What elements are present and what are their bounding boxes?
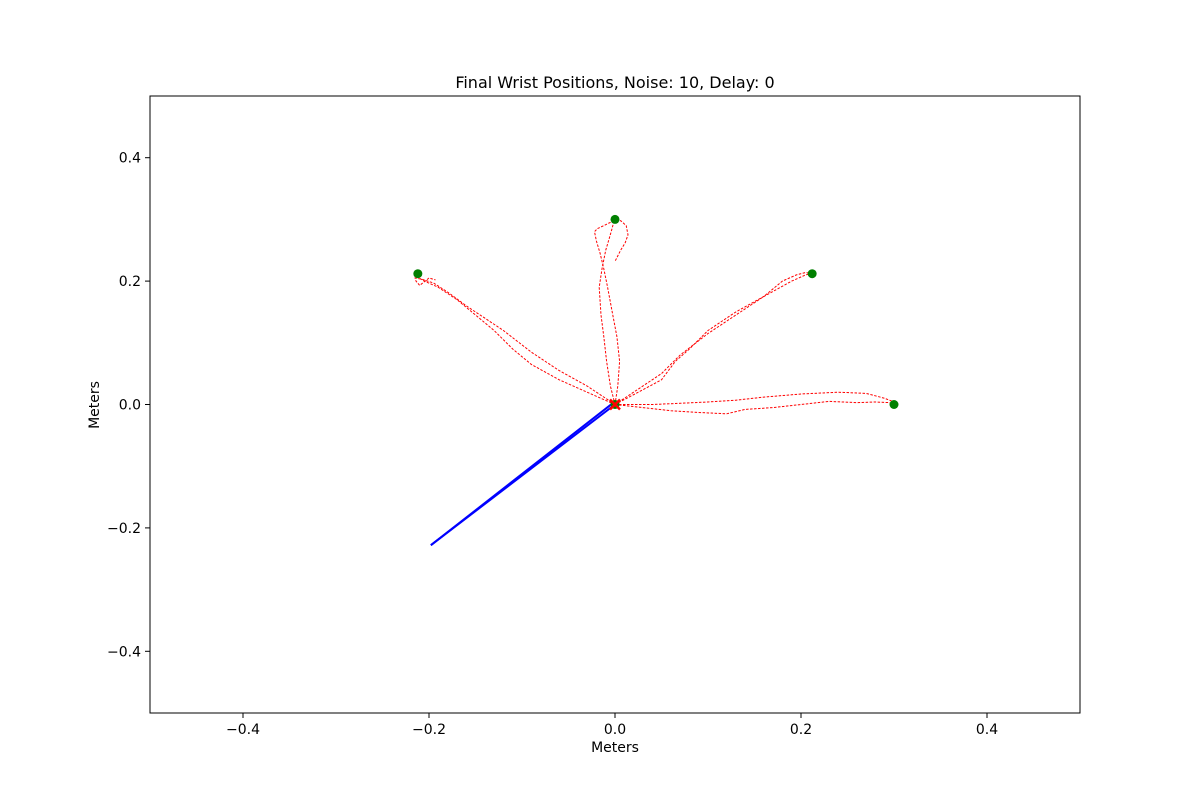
target-point [807,269,817,279]
x-axis-ticks: −0.4 −0.2 0.0 0.2 0.4 [226,713,998,738]
x-tick-label: −0.4 [226,722,260,738]
x-tick-label: −0.2 [412,722,446,738]
x-tick-label: 0.4 [976,722,998,738]
trajectory-line [614,271,813,405]
x-axis-label: Meters [591,740,639,756]
target-point [889,400,899,409]
target-point [413,269,423,279]
end-marker-group [609,398,621,411]
y-tick-label: −0.4 [107,644,141,660]
arm-segment [430,400,616,546]
trajectory-line [414,277,616,405]
trajectory-line [614,400,895,415]
arm-segments [430,400,616,546]
target-point [610,214,620,224]
trajectories [414,220,895,415]
y-axis-label: Meters [87,381,103,429]
targets [413,214,899,409]
trajectory-line [593,220,629,405]
x-tick-label: 0.0 [604,722,626,738]
y-tick-label: −0.2 [107,521,141,537]
y-tick-label: 0.4 [119,151,141,167]
chart-title: Final Wrist Positions, Noise: 10, Delay:… [455,73,774,92]
y-tick-label: 0.0 [119,398,141,414]
x-tick-label: 0.2 [790,722,812,738]
trajectory-line [614,273,811,405]
trajectory-line [598,220,616,405]
end-marker [609,398,621,411]
trajectory-line [615,391,895,405]
y-axis-ticks: −0.4 −0.2 0.0 0.2 0.4 [107,151,150,660]
y-tick-label: 0.2 [119,274,141,290]
